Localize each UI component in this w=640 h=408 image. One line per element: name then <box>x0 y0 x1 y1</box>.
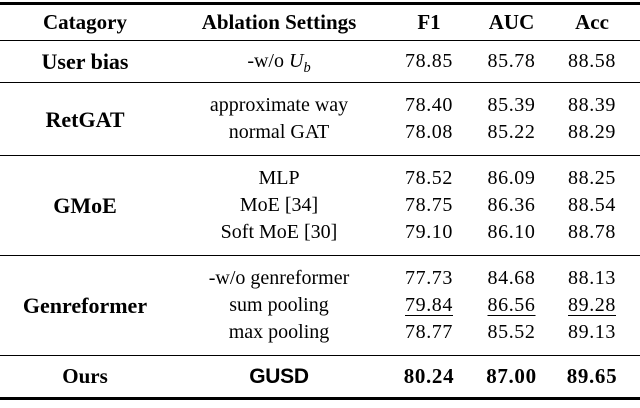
section-retgat: RetGAT approximate way 78.40 85.39 88.39… <box>0 83 640 156</box>
setting-cell: approximate way <box>209 94 349 116</box>
auc-cell: 85.22 <box>487 121 536 143</box>
acc-cell: 88.25 <box>568 167 616 189</box>
math-variable: U <box>289 50 304 72</box>
setting-text: -w/o <box>247 50 284 72</box>
setting-cell: MLP <box>258 167 300 189</box>
table-row: Soft MoE [30] 79.10 86.10 88.78 <box>0 219 640 256</box>
category-cell: User bias <box>41 48 129 74</box>
f1-cell: 78.52 <box>405 167 453 189</box>
table-row: normal GAT 78.08 85.22 88.29 <box>0 119 640 156</box>
acc-cell: 88.54 <box>568 194 616 216</box>
setting-cell-gusd: GUSD <box>249 364 309 388</box>
f1-cell: 78.75 <box>405 194 453 216</box>
section-ours: Ours GUSD 80.24 87.00 89.65 <box>0 356 640 399</box>
category-cell: Ours <box>62 364 108 388</box>
setting-cell: normal GAT <box>228 121 330 143</box>
setting-cell: -w/o genreformer <box>208 267 350 289</box>
table-row: max pooling 78.77 85.52 89.13 <box>0 319 640 356</box>
category-cell: RetGAT <box>45 106 125 132</box>
table-row: Genreformer -w/o genreformer 77.73 84.68… <box>0 256 640 318</box>
auc-cell: 84.68 <box>487 267 536 289</box>
table-row: GMoE MLP 78.52 86.09 88.25 <box>0 156 640 218</box>
f1-cell-underlined: 79.84 <box>405 294 453 316</box>
section-gmoe: GMoE MLP 78.52 86.09 88.25 MoE [34] 78.7… <box>0 156 640 256</box>
acc-cell: 88.78 <box>568 221 616 243</box>
setting-cell: MoE [34] <box>239 194 319 216</box>
f1-cell: 78.77 <box>405 321 453 343</box>
f1-cell: 79.10 <box>405 221 453 243</box>
header-cell-auc: AUC <box>488 10 535 34</box>
table-row: MoE [34] 78.75 86.36 88.54 <box>0 192 640 219</box>
auc-cell-underlined: 86.56 <box>487 294 536 316</box>
section-genreformer: Genreformer -w/o genreformer 77.73 84.68… <box>0 256 640 356</box>
header-cell-acc: Acc <box>575 10 609 34</box>
f1-cell: 80.24 <box>403 364 455 388</box>
acc-cell-underlined: 89.28 <box>568 294 616 316</box>
header-cell-f1: F1 <box>417 10 441 34</box>
f1-cell: 78.40 <box>405 94 453 116</box>
setting-cell: sum pooling <box>229 294 329 316</box>
auc-cell: 85.52 <box>487 321 536 343</box>
table-row: Ours GUSD 80.24 87.00 89.65 <box>0 356 640 399</box>
acc-cell: 89.65 <box>566 364 618 388</box>
math-subscript: b <box>303 60 311 76</box>
section-user-bias: User bias -w/o Ub 78.85 85.78 88.58 <box>0 41 640 83</box>
acc-cell: 88.58 <box>568 50 616 72</box>
setting-cell: Soft MoE [30] <box>220 221 338 243</box>
auc-cell: 86.09 <box>487 167 536 189</box>
f1-cell: 77.73 <box>405 267 453 289</box>
acc-cell: 88.29 <box>568 121 616 143</box>
category-cell: GMoE <box>53 193 117 218</box>
f1-cell: 78.08 <box>405 121 453 143</box>
setting-cell: max pooling <box>228 321 330 343</box>
table-header: Catagory Ablation Settings F1 AUC Acc <box>0 3 640 41</box>
auc-cell: 85.39 <box>487 94 536 116</box>
header-cell-ablation-settings: Ablation Settings <box>201 10 357 34</box>
auc-cell: 85.78 <box>487 50 536 72</box>
table-row: User bias -w/o Ub 78.85 85.78 88.58 <box>0 41 640 83</box>
acc-cell: 89.13 <box>568 321 616 343</box>
category-cell: Genreformer <box>22 293 148 318</box>
header-cell-category: Catagory <box>43 10 127 34</box>
ablation-results-table: Catagory Ablation Settings F1 AUC Acc Us… <box>0 2 640 400</box>
setting-cell: -w/o Ub <box>170 41 388 83</box>
auc-cell: 86.36 <box>487 194 536 216</box>
header-row: Catagory Ablation Settings F1 AUC Acc <box>0 4 640 41</box>
auc-cell: 87.00 <box>486 364 537 388</box>
acc-cell: 88.13 <box>568 267 616 289</box>
f1-cell: 78.85 <box>405 50 453 72</box>
acc-cell: 88.39 <box>568 94 616 116</box>
auc-cell: 86.10 <box>487 221 536 243</box>
table-row: RetGAT approximate way 78.40 85.39 88.39 <box>0 83 640 132</box>
table-row: sum pooling 79.84 86.56 89.28 <box>0 292 640 319</box>
